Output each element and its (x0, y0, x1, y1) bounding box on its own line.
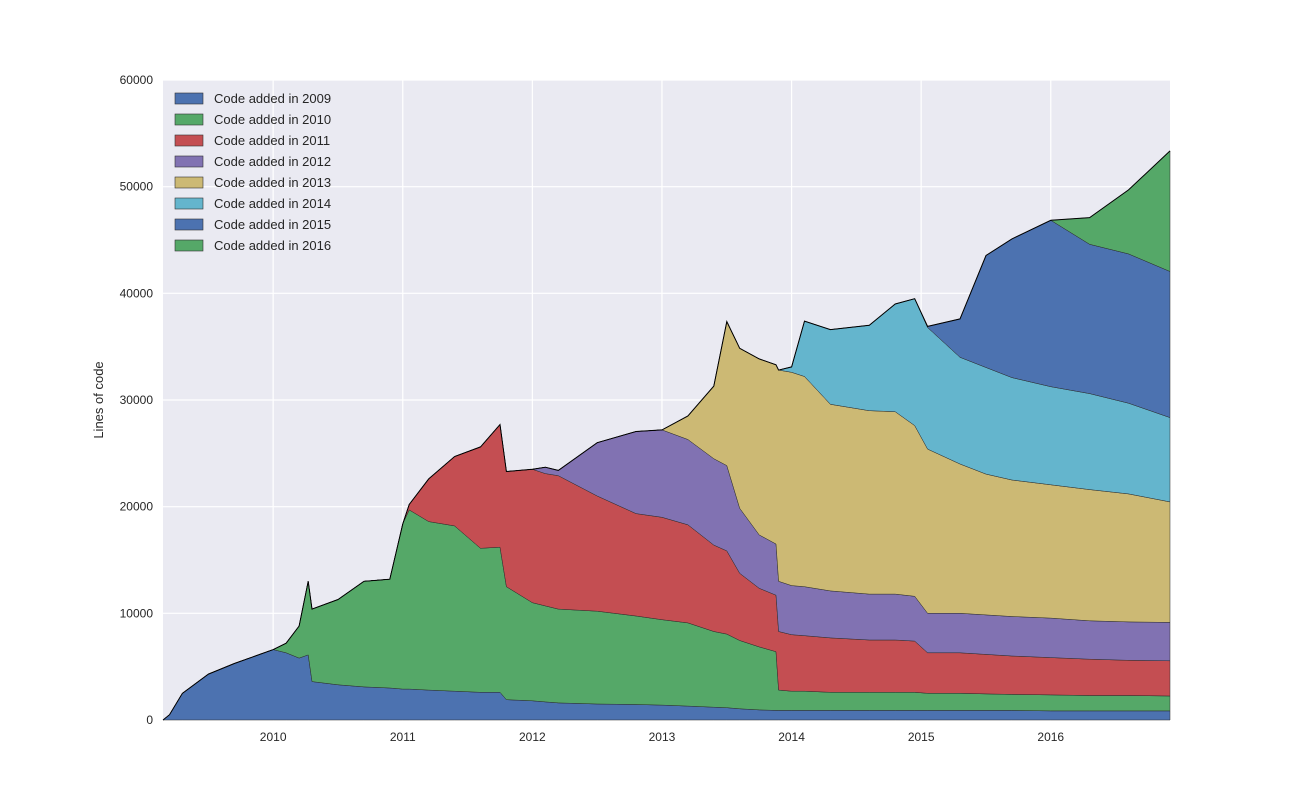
y-axis-label: Lines of code (91, 361, 106, 438)
legend-swatch (174, 176, 204, 189)
legend-swatch (174, 239, 204, 252)
legend-swatch (174, 92, 204, 105)
area-series (162, 150, 1171, 721)
y-tick-label: 40000 (120, 286, 154, 300)
legend-swatch (174, 197, 204, 210)
legend-swatch (174, 113, 204, 126)
x-tick-label: 2011 (390, 730, 416, 744)
total-outline (162, 150, 1171, 721)
legend: Code added in 2009 Code added in 2010 Code… (174, 91, 331, 253)
legend-label: Code added in 2014 (214, 196, 331, 211)
legend-label: Code added in 2010 (214, 112, 331, 127)
legend-label: Code added in 2011 (214, 133, 330, 148)
x-tick-label: 2010 (260, 730, 287, 744)
y-tick-label: 0 (146, 713, 153, 727)
legend-label: Code added in 2016 (214, 238, 331, 253)
tick-labels: 0 10000 20000 30000 40000 50000 60000 2010 2011 2… (120, 73, 1065, 744)
y-tick-label: 30000 (120, 393, 154, 407)
legend-swatch (174, 218, 204, 231)
y-tick-label: 50000 (120, 180, 154, 194)
y-tick-label: 10000 (120, 606, 154, 620)
legend-swatch (174, 155, 204, 168)
x-tick-label: 2014 (778, 730, 805, 744)
legend-label: Code added in 2015 (214, 217, 331, 232)
legend-label: Code added in 2012 (214, 154, 331, 169)
y-tick-label: 20000 (120, 500, 154, 514)
y-tick-label: 60000 (120, 73, 154, 87)
x-tick-label: 2015 (908, 730, 935, 744)
x-tick-label: 2012 (519, 730, 546, 744)
legend-label: Code added in 2013 (214, 175, 331, 190)
x-tick-label: 2016 (1037, 730, 1064, 744)
legend-label: Code added in 2009 (214, 91, 331, 106)
legend-swatch (174, 134, 204, 147)
x-tick-label: 2013 (649, 730, 676, 744)
